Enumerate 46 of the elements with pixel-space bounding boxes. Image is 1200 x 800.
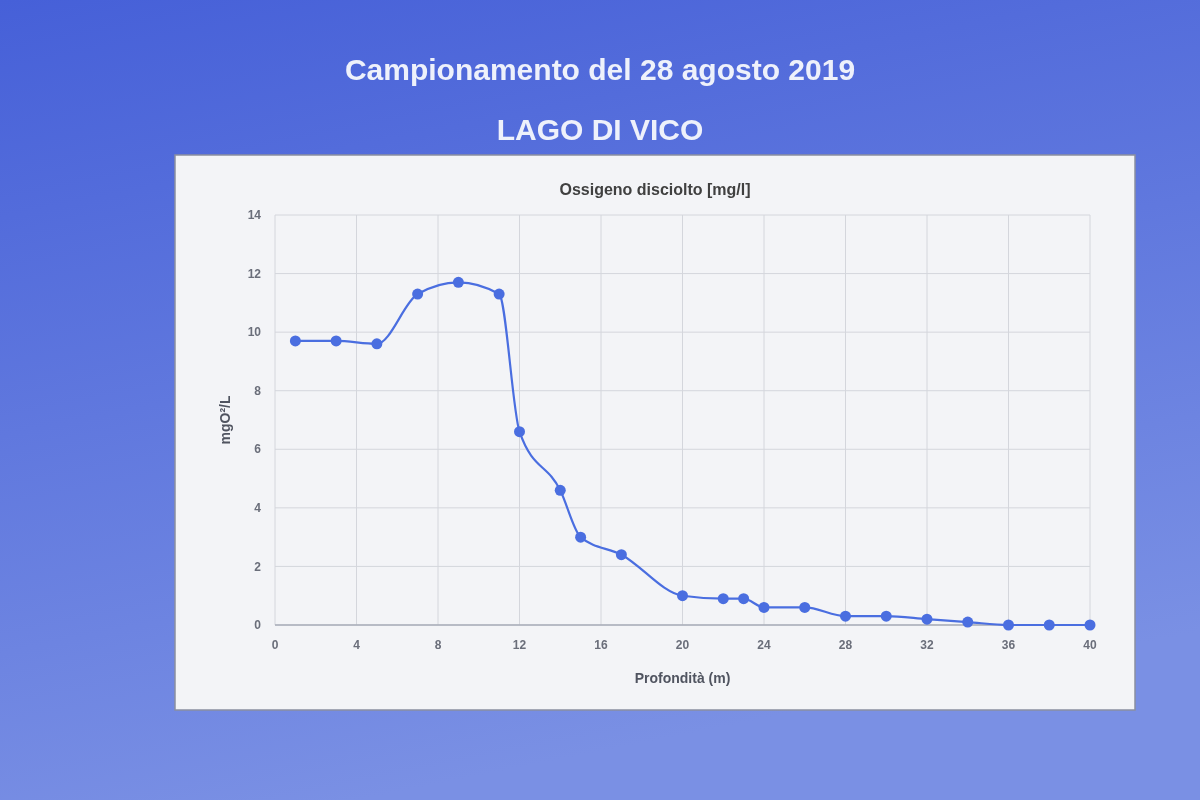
- point: [330, 335, 342, 347]
- x-axis-title: Profondità (m): [634, 670, 731, 686]
- y-tick-label: 4: [254, 501, 262, 516]
- point: [514, 426, 525, 438]
- point: [1003, 619, 1014, 631]
- point: [371, 338, 383, 350]
- point: [493, 288, 505, 300]
- x-tick-label: 28: [838, 638, 853, 652]
- y-tick-label: 10: [247, 325, 262, 340]
- point: [717, 593, 729, 605]
- y-tick-label: 12: [247, 266, 262, 281]
- point: [921, 613, 933, 625]
- point: [452, 276, 464, 288]
- y-tick-label: 8: [254, 383, 262, 398]
- x-tick-label: 16: [594, 638, 608, 652]
- point: [289, 335, 301, 347]
- x-tick-label: 40: [1083, 638, 1097, 652]
- x-tick-label: 0: [271, 638, 279, 652]
- point: [1084, 619, 1096, 631]
- point: [840, 610, 851, 622]
- text: Ossigeno disciolto [mg/l]: [559, 181, 751, 198]
- x-tick-label: 8: [434, 638, 442, 652]
- point: [758, 601, 770, 613]
- x-tick-label: 4: [353, 638, 361, 652]
- chart-title: Campionamento del 28 agosto 2019: [344, 53, 856, 86]
- x-tick-label: 36: [1001, 638, 1016, 652]
- y-tick-label: 6: [254, 442, 262, 457]
- y-tick-label: 14: [247, 208, 262, 223]
- point: [738, 593, 750, 605]
- point: [799, 601, 811, 613]
- point: [962, 616, 974, 628]
- point: [615, 549, 627, 561]
- x-tick-label: 12: [512, 638, 527, 652]
- y-tick-label: 0: [254, 618, 262, 633]
- chart-subtitle: LAGO DI VICO: [496, 113, 704, 146]
- x-tick-label: 20: [675, 638, 690, 652]
- y-tick-label: 2: [254, 559, 262, 574]
- x-tick-label: 24: [757, 638, 771, 652]
- x-tick-label: 32: [920, 638, 934, 652]
- point: [677, 590, 688, 602]
- point: [1043, 619, 1055, 631]
- point: [412, 288, 424, 300]
- point: [575, 531, 587, 543]
- y-axis-title: mgO²/L: [217, 395, 233, 445]
- point: [880, 610, 892, 622]
- point: [554, 484, 566, 496]
